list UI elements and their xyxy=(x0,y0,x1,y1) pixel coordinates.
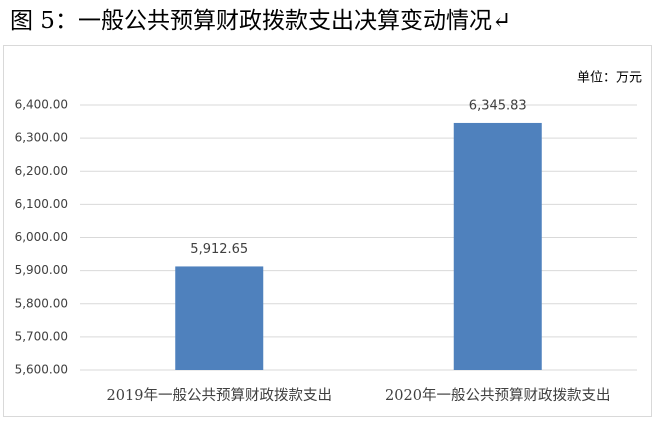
y-tick-label: 6,300.00 xyxy=(15,131,68,145)
value-label: 6,345.83 xyxy=(469,98,527,113)
value-label: 5,912.65 xyxy=(190,242,248,257)
y-tick-label: 6,200.00 xyxy=(15,164,68,178)
chart-title: 图 5：一般公共预算财政拨款支出决算变动情况↵ xyxy=(10,8,511,34)
bar xyxy=(175,266,264,370)
bar xyxy=(453,122,542,370)
x-tick-label: 2019年一般公共预算财政拨款支出 xyxy=(107,387,332,404)
y-tick-label: 6,100.00 xyxy=(15,197,68,211)
y-tick-label: 5,700.00 xyxy=(15,329,68,343)
y-tick-label: 5,600.00 xyxy=(15,363,68,377)
x-tick-label: 2020年一般公共预算财政拨款支出 xyxy=(385,387,610,404)
y-tick-label: 6,000.00 xyxy=(15,230,68,244)
chart-frame xyxy=(3,45,652,417)
y-tick-label: 5,900.00 xyxy=(15,263,68,277)
y-tick-label: 5,800.00 xyxy=(15,296,68,310)
y-tick-label: 6,400.00 xyxy=(15,98,68,112)
unit-label: 单位：万元 xyxy=(577,71,642,86)
